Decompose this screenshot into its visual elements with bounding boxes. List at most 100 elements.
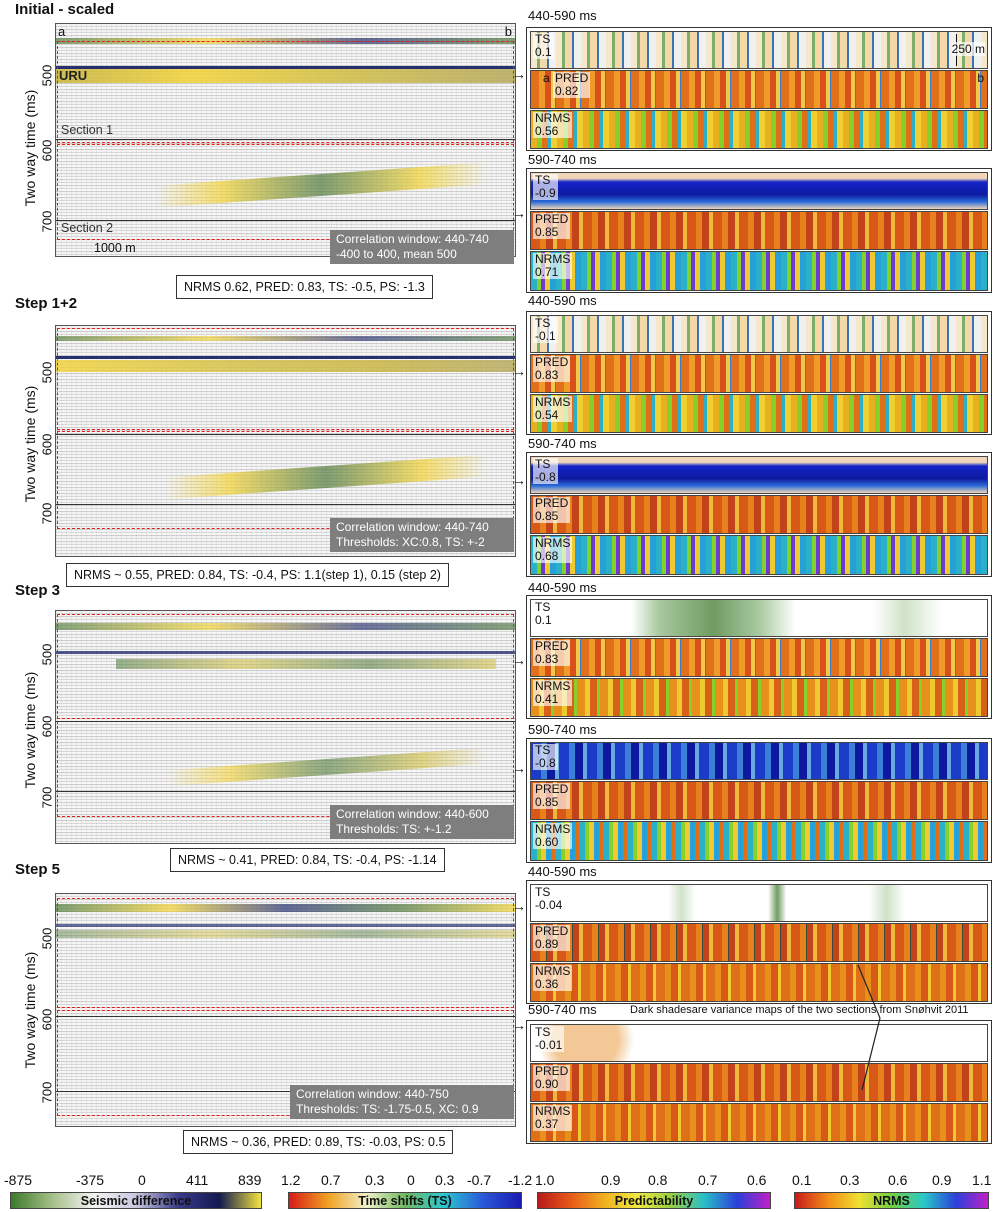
section2-box (57, 431, 514, 529)
pred-label: PRED 0.82 (553, 71, 591, 98)
colorbar-title: Seismic difference (80, 1194, 192, 1208)
colorbar-pred: 1.0 0.9 0.8 0.7 0.6 Predictability (535, 1172, 775, 1210)
section1-box (57, 898, 514, 1008)
section-divider (56, 791, 515, 792)
section1-box (57, 328, 514, 430)
ts-map: TS -0.04 (530, 884, 988, 922)
window-label: 440-590 ms (528, 864, 597, 879)
nrms-map: NRMS 0.37 (530, 1103, 988, 1142)
uru-label: URU (59, 68, 88, 83)
colorbar-tick: 1.1 (972, 1172, 992, 1188)
ts-label: TS 0.1 (533, 32, 554, 59)
corner-label-a: a (58, 24, 66, 39)
window-label: 590-740 ms (528, 436, 597, 451)
colorbar-gradient: Time shifts (TS) (288, 1192, 522, 1209)
nrms-label: NRMS 0.68 (533, 536, 573, 563)
section2-box (57, 1010, 514, 1116)
map-group-step12-upper: TS -0.1 PRED 0.83 NRMS 0.54 (526, 311, 992, 435)
section-divider (56, 1016, 515, 1017)
seismic-reflector-yellow (116, 659, 496, 669)
colorbar-tick: 411 (186, 1172, 209, 1188)
pred-label: PRED 0.83 (533, 355, 571, 382)
map-group-initial-lower: TS -0.9 PRED 0.85 NRMS 0.71 (526, 168, 992, 293)
pred-map: PRED 0.89 (530, 923, 988, 962)
window-label: 440-590 ms (528, 580, 597, 595)
seismic-reflector-top (56, 904, 515, 912)
nrms-map: NRMS 0.56 (530, 110, 988, 149)
summary-box-initial: NRMS 0.62, PRED: 0.83, TS: -0.5, PS: -1.… (176, 275, 433, 299)
window-label: 590-740 ms (528, 722, 597, 737)
correlation-window-box: Correlation window: 440-600 Thresholds: … (330, 805, 514, 839)
ts-map: TS -0.9 (530, 172, 988, 210)
seismic-reflector-blue (56, 356, 515, 359)
section1-label: Section 1 (61, 123, 114, 137)
pred-map: PRED 0.83 (530, 354, 988, 393)
pred-label: PRED 0.89 (533, 924, 571, 951)
arrow-right-icon: → (512, 760, 526, 776)
colorbar-tick: 1.2 (281, 1172, 301, 1188)
colorbar-title: NRMS (873, 1194, 910, 1208)
arrow-right-icon: → (512, 652, 526, 668)
arrow-right-icon: → (512, 898, 526, 914)
window-label: 440-590 ms (528, 293, 597, 308)
colorbar-tick: 0.3 (840, 1172, 860, 1188)
colorbar-tick: -1.2 (508, 1172, 533, 1188)
colorbar-tick: -875 (4, 1172, 33, 1188)
correlation-window-text: Correlation window: 440-600 (336, 807, 489, 821)
nrms-map: NRMS 0.41 (530, 678, 988, 717)
colorbar-tick: 0.9 (601, 1172, 621, 1188)
correlation-window-box: Correlation window: 440-740 -400 to 400,… (330, 230, 514, 264)
pointer-line-lower (861, 1017, 881, 1091)
pred-map: PRED 0.90 (530, 1063, 988, 1102)
section1-box (57, 614, 514, 719)
ts-label: TS -0.1 (533, 316, 558, 343)
ts-map: TS 0.1 (530, 599, 988, 637)
ts-map: TS -0.1 (530, 315, 988, 353)
colorbar-title: Predictability (614, 1194, 694, 1208)
seismic-reflector-blue (56, 924, 515, 927)
map-group-step3-upper: TS 0.1 PRED 0.83 NRMS 0.41 (526, 595, 992, 719)
colorbar-tick: 0.1 (792, 1172, 812, 1188)
map-group-initial-upper: TS 0.1 250 m a b PRED 0.82 NRMS 0.56 (526, 27, 992, 151)
nrms-map: NRMS 0.54 (530, 394, 988, 433)
arrow-right-icon: → (512, 66, 526, 82)
pointer-line-upper (857, 964, 881, 1019)
colorbar-title: Time shifts (TS) (358, 1194, 452, 1208)
nrms-map: NRMS 0.68 (530, 535, 988, 575)
ts-map: TS -0.8 (530, 456, 988, 494)
colorbar-seismic: -875 -375 0 411 839 Seismic difference (4, 1172, 265, 1210)
ts-label: TS -0.8 (533, 743, 558, 770)
correlation-window-detail: Thresholds: TS: +-1.2 (336, 822, 452, 836)
nrms-label: NRMS 0.56 (533, 111, 573, 138)
colorbar-tick: 0.3 (365, 1172, 385, 1188)
colorbar-tick: 0 (407, 1172, 415, 1188)
seismic-reflector-top (56, 336, 515, 341)
section-divider (56, 220, 515, 221)
seismic-section-step12 (55, 325, 516, 557)
ts-label: TS -0.9 (533, 173, 558, 200)
summary-box-step5: NRMS ~ 0.36, PRED: 0.89, TS: -0.03, PS: … (183, 1130, 454, 1154)
pred-map: PRED 0.85 (530, 781, 988, 820)
colorbar-tick: 0.3 (435, 1172, 455, 1188)
colorbar-gradient: Seismic difference (10, 1192, 262, 1209)
section1-box (57, 41, 514, 143)
section-divider (56, 139, 515, 140)
ts-label: TS -0.8 (533, 457, 558, 484)
nrms-map: NRMS 0.36 (530, 963, 988, 1002)
seismic-reflector-yellow (56, 69, 515, 83)
nrms-label: NRMS 0.41 (533, 679, 573, 706)
arrow-right-icon: → (512, 1017, 526, 1033)
colorbar-tick: 0.8 (648, 1172, 668, 1188)
summary-box-step12: NRMS ~ 0.55, PRED: 0.84, TS: -0.4, PS: 1… (66, 563, 449, 587)
colorbar-tick: -0.7 (467, 1172, 492, 1188)
colorbar-tick: 1.0 (535, 1172, 555, 1188)
pred-label: PRED 0.85 (533, 782, 571, 809)
correlation-window-detail: Thresholds: TS: -1.75-0.5, XC: 0.9 (296, 1102, 479, 1116)
nrms-label: NRMS 0.36 (533, 964, 573, 991)
corner-label-b: b (977, 71, 984, 85)
arrow-right-icon: → (512, 205, 526, 221)
nrms-label: NRMS 0.60 (533, 822, 573, 849)
map-group-step12-lower: TS -0.8 PRED 0.85 NRMS 0.68 (526, 452, 992, 577)
nrms-map: NRMS 0.60 (530, 821, 988, 861)
correlation-window-box: Correlation window: 440-750 Thresholds: … (290, 1085, 514, 1119)
